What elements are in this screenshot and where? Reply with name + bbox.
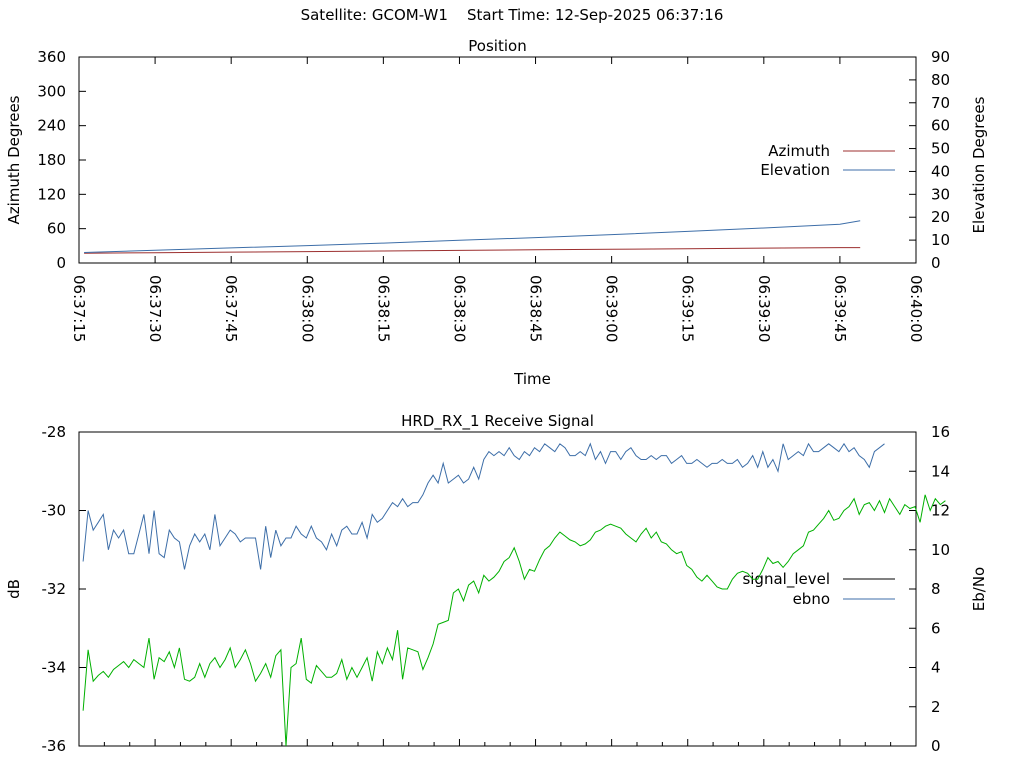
y-tick-label: 180 (37, 151, 66, 169)
x-axis-label-time: Time (513, 370, 551, 388)
y2-tick-label: 40 (931, 162, 950, 180)
plot-frame-2 (78, 431, 917, 747)
y2-tick-label: 50 (931, 140, 950, 158)
y2-tick-label: 80 (931, 71, 950, 89)
chart-title-position: Position (468, 37, 526, 55)
y-tick-label: 240 (37, 117, 66, 135)
chart-title-receive-signal: HRD_RX_1 Receive Signal (401, 412, 594, 431)
legend-label-signal_level: signal_level (742, 570, 830, 589)
legend-label-ebno: ebno (793, 590, 830, 608)
y-axis-label-azimuth: Azimuth Degrees (5, 95, 23, 224)
legend-label-azimuth: Azimuth (768, 142, 830, 160)
y2-tick-label: 90 (931, 48, 950, 66)
y-tick-label: -28 (42, 423, 67, 441)
series-line-ebno (82, 442, 885, 570)
y2-tick-label: 12 (931, 502, 950, 520)
y2-tick-label: 20 (931, 208, 950, 226)
y-axis-label-db: dB (5, 579, 23, 599)
y2-tick-label: 10 (931, 541, 950, 559)
y2-tick-label: 70 (931, 94, 950, 112)
y2-tick-label: 0 (931, 737, 941, 755)
legend-label-elevation: Elevation (760, 161, 830, 179)
y2-tick-label: 60 (931, 117, 950, 135)
x-tick-label: 06:37:30 (146, 275, 164, 342)
y2-tick-label: 16 (931, 423, 950, 441)
y2-tick-label: 2 (931, 698, 941, 716)
y2-axis-label-elevation: Elevation Degrees (970, 96, 988, 233)
y-tick-label: 300 (37, 82, 66, 100)
y-tick-label: -36 (42, 737, 67, 755)
x-tick-label: 06:39:00 (603, 275, 621, 342)
series-line-unnamed (82, 494, 946, 747)
series-line-azimuth (84, 247, 861, 254)
y2-tick-label: 10 (931, 231, 950, 249)
y-tick-label: 360 (37, 48, 66, 66)
x-tick-label: 06:38:00 (298, 275, 316, 342)
plot-frame-1 (78, 56, 917, 264)
y-tick-label: -34 (42, 659, 67, 677)
y2-tick-label: 0 (931, 254, 941, 272)
y2-tick-label: 30 (931, 185, 950, 203)
y2-axis-label-ebno: Eb/No (970, 567, 988, 611)
y2-tick-label: 14 (931, 462, 950, 480)
x-tick-label: 06:38:30 (450, 275, 468, 342)
x-tick-label: 06:37:15 (70, 275, 88, 342)
y-tick-label: 120 (37, 185, 66, 203)
y2-tick-label: 6 (931, 619, 941, 637)
x-tick-label: 06:37:45 (222, 275, 240, 342)
y-tick-label: 60 (47, 220, 66, 238)
series-line-elevation (84, 220, 861, 253)
x-tick-label: 06:39:30 (755, 275, 773, 342)
x-tick-label: 06:38:45 (527, 275, 545, 342)
y2-tick-label: 8 (931, 580, 941, 598)
y-tick-label: -32 (42, 580, 67, 598)
page-title: Satellite: GCOM-W1 Start Time: 12-Sep-20… (300, 6, 724, 24)
x-tick-label: 06:39:45 (831, 275, 849, 342)
y2-tick-label: 4 (931, 659, 941, 677)
x-tick-label: 06:40:00 (907, 275, 925, 342)
x-tick-label: 06:38:15 (374, 275, 392, 342)
y-tick-label: 0 (56, 254, 66, 272)
y-tick-label: -30 (42, 502, 67, 520)
x-tick-label: 06:39:15 (679, 275, 697, 342)
